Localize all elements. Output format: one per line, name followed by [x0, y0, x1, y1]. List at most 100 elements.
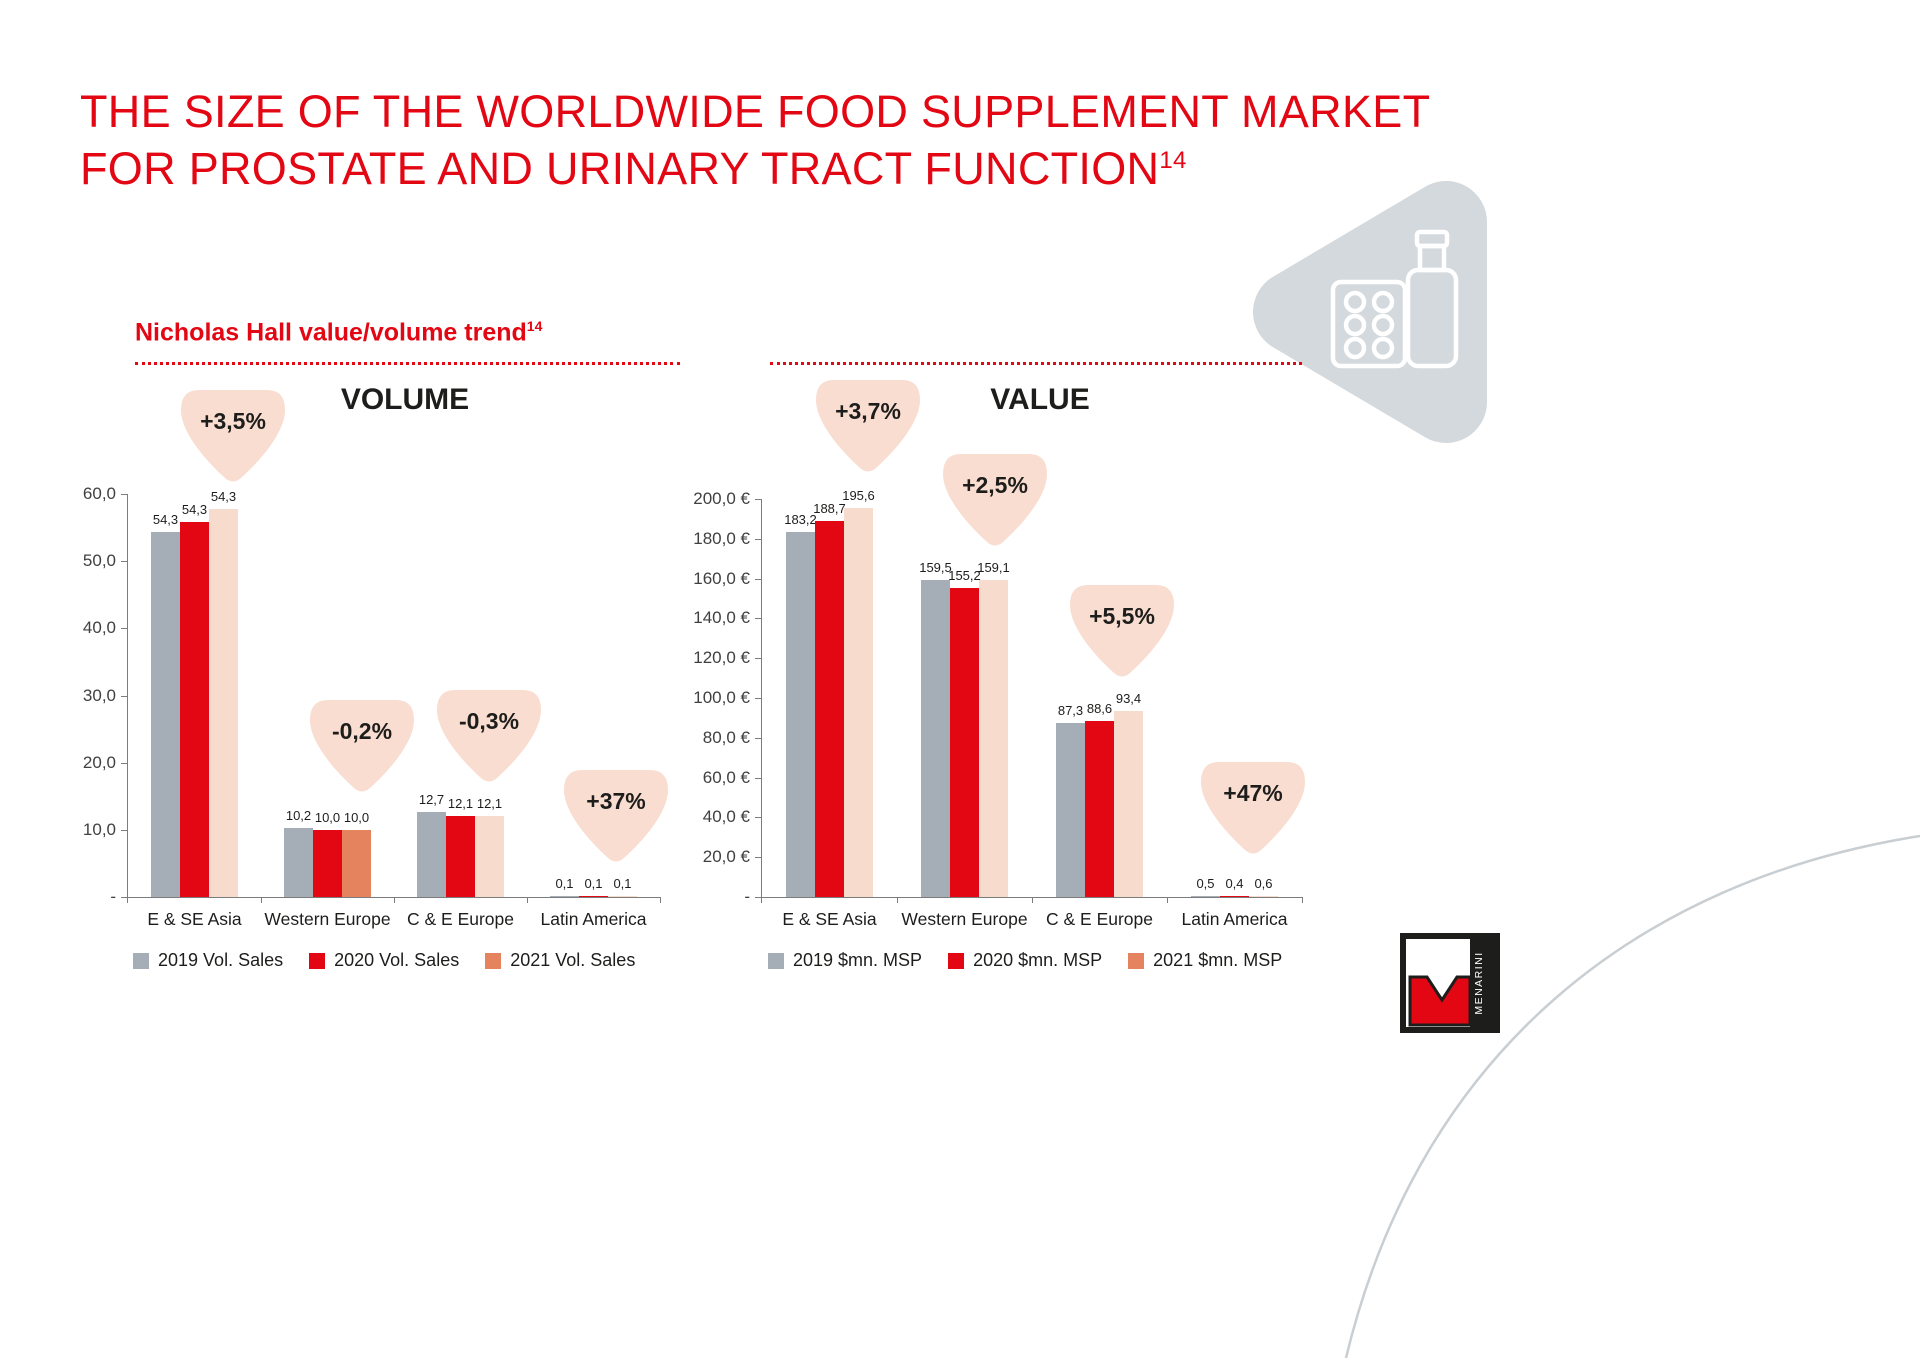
y-axis-label: -	[744, 887, 750, 906]
legend-label: 2021 $mn. MSP	[1153, 950, 1283, 970]
growth-badge-value-e-se-asia: +3,7%	[814, 378, 922, 476]
bar-value-label: 12,1	[447, 795, 474, 811]
bar-2019-western-europe	[284, 828, 313, 897]
x-axis-tick	[660, 897, 661, 903]
y-axis-tick	[755, 897, 761, 898]
y-axis-label: 20,0	[82, 752, 116, 772]
y-axis-tick	[755, 618, 761, 620]
x-axis-tick	[1167, 897, 1168, 903]
bar-2019-latin-america	[550, 895, 579, 897]
legend-label: 2019 $mn. MSP	[793, 950, 923, 970]
y-axis-tick	[755, 658, 761, 660]
bar-value-label: 159,5	[919, 559, 952, 575]
bar-value-label: 0,5	[1196, 875, 1215, 891]
y-axis-label: 200,0 €	[693, 489, 750, 508]
bar-value-label: 183,2	[784, 512, 817, 528]
y-axis-tick	[755, 777, 761, 779]
growth-value: +5,5%	[1089, 603, 1155, 629]
bar-2020-latin-america	[579, 895, 608, 897]
value-chart-title: VALUE	[990, 383, 1090, 416]
y-axis-label: 160,0 €	[693, 568, 750, 588]
growth-badge-value-c-e-europe: +5,5%	[1068, 583, 1176, 681]
bar-value-label: 10,0	[314, 809, 341, 825]
badge-shape	[816, 380, 920, 472]
bar-2021-latin-america	[608, 895, 637, 897]
y-axis-tick	[755, 538, 761, 540]
dotted-divider-left	[135, 362, 680, 365]
category-label-western-europe: Western Europe	[901, 909, 1028, 929]
bar-value-label: 0,1	[613, 875, 632, 891]
y-axis-label: 40,0	[82, 618, 116, 638]
legend-item-2020-mn-msp: 2020 $mn. MSP	[948, 950, 1102, 971]
y-axis-tick	[755, 817, 761, 819]
logo-brand-text: MENARINI	[1473, 951, 1485, 1014]
bar-value-label: 88,6	[1086, 700, 1113, 716]
y-axis-tick	[121, 695, 127, 697]
bar-2021-western-europe	[342, 829, 371, 897]
legend-item-2019-mn-msp: 2019 $mn. MSP	[768, 950, 922, 971]
volume-chart-title: VOLUME	[340, 383, 470, 416]
growth-badge-volume-western-europe: -0,2%	[308, 698, 416, 796]
legend-item-2021-mn-msp: 2021 $mn. MSP	[1128, 950, 1282, 971]
category-label-c-e-europe: C & E Europe	[1046, 909, 1153, 929]
bar-value-label: 155,2	[948, 568, 981, 584]
y-axis-label: 180,0 €	[693, 528, 750, 548]
bar-2020-western-europe	[313, 829, 342, 897]
bar-value-label: 0,1	[555, 875, 574, 891]
y-axis	[761, 499, 762, 897]
bar-value-label: 10,0	[343, 809, 370, 825]
y-axis-label: -	[110, 887, 116, 906]
badge-shape	[943, 454, 1047, 546]
legend-item-2020-vol-sales: 2020 Vol. Sales	[309, 950, 459, 971]
badge-shape	[1070, 585, 1174, 677]
y-axis-label: 50,0	[82, 551, 116, 571]
bar-value-label: 54,3	[181, 501, 208, 517]
growth-badge-value-western-europe: +2,5%	[941, 452, 1049, 550]
bar-2021-latin-america	[1249, 895, 1278, 897]
y-axis-label: 60,0 €	[702, 767, 750, 787]
badge-shape	[310, 700, 414, 792]
bar-value-label: 12,1	[476, 795, 503, 811]
y-axis-tick	[755, 857, 761, 859]
category-label-e-se-asia: E & SE Asia	[782, 909, 877, 929]
y-axis-label: 60,0	[82, 484, 116, 503]
legend-swatch	[485, 952, 502, 969]
bar-2021-c-e-europe	[1114, 711, 1143, 897]
bar-2020-e-se-asia	[815, 521, 844, 897]
x-axis-tick	[897, 897, 898, 903]
legend-label: 2021 Vol. Sales	[510, 950, 636, 970]
bar-2020-e-se-asia	[180, 521, 209, 897]
bar-2019-latin-america	[1191, 895, 1220, 897]
bar-2019-e-se-asia	[786, 532, 815, 897]
logo-m-mark	[1408, 975, 1472, 1027]
growth-value: -0,3%	[458, 708, 520, 734]
bar-value-label: 0,4	[1225, 875, 1244, 891]
subtitle-text: Nicholas Hall value/volume trend	[135, 318, 527, 347]
y-axis-label: 20,0 €	[702, 847, 750, 867]
bar-2021-c-e-europe	[475, 815, 504, 897]
y-axis-label: 40,0 €	[702, 807, 750, 827]
badge-shape	[564, 770, 668, 862]
growth-value: +3,7%	[835, 398, 901, 424]
chart-section-subtitle: Nicholas Hall value/volume trend14	[135, 318, 542, 347]
badge-shape	[437, 690, 541, 782]
y-axis-label: 30,0	[82, 685, 116, 705]
bar-value-label: 159,1	[977, 560, 1010, 576]
growth-value: +37%	[586, 788, 646, 814]
growth-value: +2,5%	[962, 472, 1028, 498]
category-label-e-se-asia: E & SE Asia	[147, 909, 242, 929]
bar-2019-c-e-europe	[417, 811, 446, 897]
legend-swatch	[768, 952, 784, 969]
y-axis-tick	[755, 698, 761, 699]
legend-label: 2020 Vol. Sales	[334, 950, 460, 970]
growth-badge-volume-latin-america: +37%	[562, 768, 670, 866]
title-superscript: 14	[1159, 146, 1187, 174]
bottle-icon	[1405, 229, 1459, 369]
category-label-c-e-europe: C & E Europe	[407, 909, 514, 929]
bar-2020-latin-america	[1220, 895, 1249, 897]
blister-pack-icon	[1330, 279, 1408, 369]
y-axis-label: 140,0 €	[693, 608, 750, 628]
legend-swatch	[309, 952, 326, 969]
bar-value-label: 93,4	[1115, 691, 1142, 707]
